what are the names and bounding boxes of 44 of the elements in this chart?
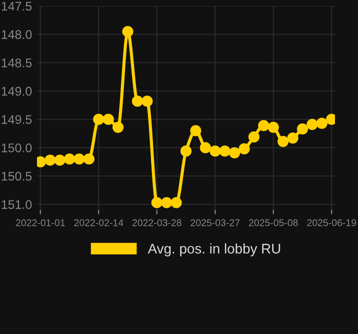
point bbox=[296, 123, 308, 135]
point bbox=[74, 153, 85, 165]
point bbox=[238, 143, 250, 154]
point bbox=[93, 114, 104, 125]
point bbox=[190, 125, 202, 136]
point bbox=[102, 114, 114, 125]
x-tick-label: 2022-03-28 bbox=[132, 219, 182, 226]
y-tick-label: 148.5 bbox=[2, 58, 32, 68]
x-tick-label: 2025-03-27 bbox=[190, 219, 240, 226]
point bbox=[210, 146, 221, 157]
point bbox=[122, 26, 134, 38]
y-tick-label: 148.0 bbox=[2, 30, 32, 39]
point bbox=[248, 131, 260, 142]
y-tick-label: 150.5 bbox=[2, 172, 32, 181]
point bbox=[132, 96, 144, 107]
y-tick-label: 151.0 bbox=[2, 200, 32, 209]
point bbox=[180, 146, 192, 157]
point bbox=[316, 118, 328, 129]
point bbox=[268, 122, 279, 133]
point bbox=[228, 147, 240, 158]
x-tick-label: 2025-05-08 bbox=[248, 219, 298, 226]
x-tick-label: 2022-02-14 bbox=[74, 219, 124, 226]
x-tick-label: 2022-01-01 bbox=[16, 219, 65, 226]
x-tick-label: 2025-06-19 bbox=[307, 219, 356, 226]
y-tick-label: 149.5 bbox=[2, 115, 32, 124]
point bbox=[258, 120, 270, 132]
point bbox=[64, 153, 76, 165]
point bbox=[151, 197, 162, 208]
point bbox=[306, 118, 318, 130]
y-tick-label: 150.0 bbox=[2, 143, 32, 152]
point bbox=[161, 197, 172, 208]
point bbox=[142, 96, 153, 107]
point bbox=[200, 142, 211, 154]
point bbox=[219, 146, 230, 157]
point bbox=[54, 154, 66, 166]
point bbox=[287, 132, 298, 144]
point bbox=[44, 154, 56, 166]
point bbox=[278, 136, 289, 147]
point bbox=[83, 153, 94, 165]
y-tick-label: 149.0 bbox=[2, 86, 32, 96]
legend-label: Avg. pos. in lobby RU bbox=[148, 243, 280, 256]
point bbox=[170, 197, 182, 208]
point bbox=[112, 122, 124, 133]
y-tick-label: 147.5 bbox=[2, 2, 32, 11]
